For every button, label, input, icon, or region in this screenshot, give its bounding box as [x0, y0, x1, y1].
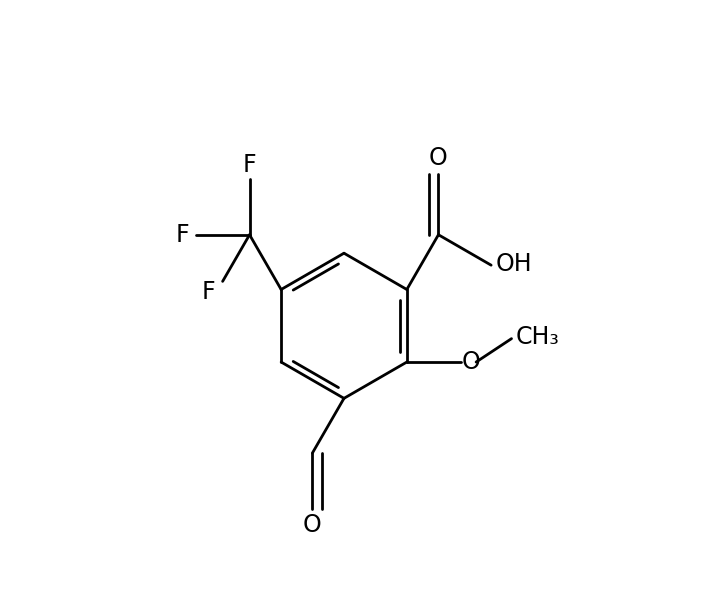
Text: F: F: [202, 280, 216, 303]
Text: CH₃: CH₃: [515, 325, 559, 349]
Text: O: O: [303, 513, 322, 537]
Text: O: O: [429, 147, 448, 170]
Text: F: F: [176, 223, 189, 247]
Text: O: O: [462, 350, 481, 374]
Text: OH: OH: [495, 252, 532, 276]
Text: F: F: [242, 153, 256, 176]
